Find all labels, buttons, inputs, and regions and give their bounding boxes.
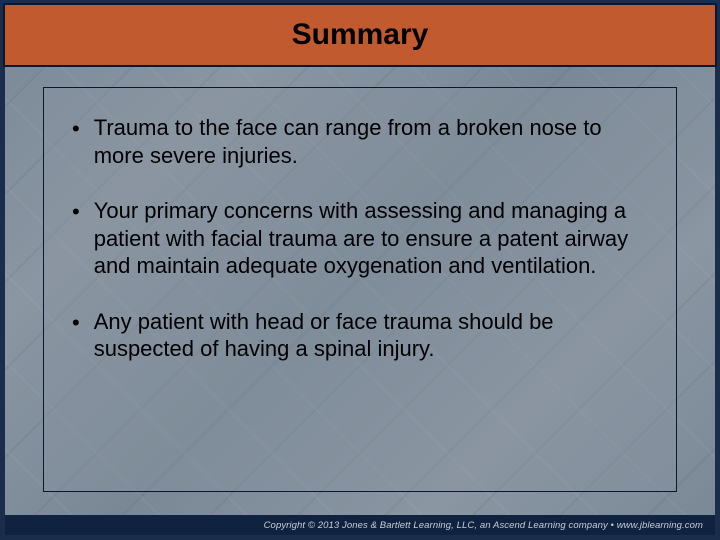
list-item: • Trauma to the face can range from a br… — [72, 114, 648, 169]
bullet-text: Any patient with head or face trauma sho… — [94, 308, 648, 363]
title-bar: Summary — [3, 3, 717, 67]
footer-bar: Copyright © 2013 Jones & Bartlett Learni… — [5, 515, 715, 535]
bullet-icon: • — [72, 309, 80, 363]
list-item: • Any patient with head or face trauma s… — [72, 308, 648, 363]
bullet-list: • Trauma to the face can range from a br… — [72, 114, 648, 363]
content-box: • Trauma to the face can range from a br… — [43, 87, 677, 492]
copyright-text: Copyright © 2013 Jones & Bartlett Learni… — [264, 520, 703, 531]
slide-title: Summary — [292, 18, 429, 52]
slide-container: Summary • Trauma to the face can range f… — [0, 0, 720, 540]
bullet-text: Trauma to the face can range from a brok… — [94, 114, 648, 169]
bullet-icon: • — [72, 198, 80, 280]
bullet-text: Your primary concerns with assessing and… — [94, 197, 648, 280]
list-item: • Your primary concerns with assessing a… — [72, 197, 648, 280]
bullet-icon: • — [72, 115, 80, 169]
